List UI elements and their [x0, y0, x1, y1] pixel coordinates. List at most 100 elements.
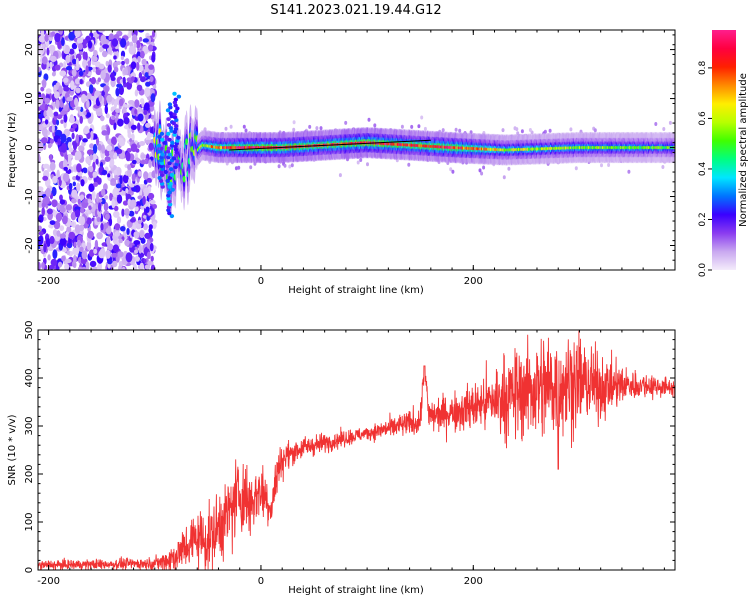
spectrogram-y-axis: -20 -10 0 10 20 [24, 34, 675, 271]
heatmap-cell [88, 249, 95, 257]
heatmap-cell [158, 158, 164, 163]
heatmap-cell [138, 72, 143, 79]
heatmap-cell [224, 126, 228, 131]
heatmap-cell [319, 126, 323, 131]
heatmap-cell [89, 143, 95, 149]
heatmap-cell [111, 38, 119, 47]
heatmap-cell [105, 113, 110, 119]
heatmap-cell [78, 145, 85, 152]
heatmap-cell [74, 30, 81, 38]
heatmap-cell [113, 66, 119, 73]
heatmap-cell [65, 54, 71, 64]
heatmap-cell [124, 66, 128, 76]
heatmap-cell [90, 112, 94, 122]
heatmap-cell [92, 135, 98, 140]
spectrogram-y-tick-label: 20 [24, 43, 35, 56]
heatmap-cell [237, 165, 241, 170]
snr-y-tick-label: 500 [24, 320, 35, 339]
heatmap-cell [113, 122, 117, 131]
heatmap-cell [146, 251, 151, 260]
heatmap-cell [76, 37, 84, 44]
heatmap-cell [44, 33, 49, 42]
snr-y-tick-label: 400 [24, 368, 35, 387]
heatmap-cell [149, 199, 156, 205]
heatmap-cell [163, 170, 168, 174]
heatmap-cell [99, 46, 103, 53]
heatmap-cell [166, 196, 171, 201]
heatmap-cell [140, 50, 145, 59]
heatmap-cell [98, 30, 105, 33]
heatmap-cell [127, 167, 132, 178]
spectrogram-x-tick-label: -200 [37, 276, 60, 287]
heatmap-cell [71, 132, 75, 140]
heatmap-cell [169, 173, 175, 177]
heatmap-cell [68, 48, 75, 55]
heatmap-cell [125, 188, 129, 194]
heatmap-cell [113, 34, 120, 40]
heatmap-cell [229, 124, 233, 129]
heatmap-cell [41, 202, 46, 208]
snr-series-line [37, 330, 676, 571]
heatmap-cell [172, 91, 177, 96]
heatmap-cell [117, 118, 124, 127]
heatmap-cell [176, 94, 182, 99]
heatmap-cell [548, 128, 552, 133]
heatmap-cell [96, 177, 102, 185]
heatmap-cell [116, 83, 123, 88]
heatmap-cell [169, 214, 175, 219]
snr-x-tick-label: 200 [464, 576, 483, 587]
heatmap-cell [131, 159, 137, 165]
heatmap-cell [103, 222, 109, 229]
heatmap-cell [101, 188, 106, 197]
heatmap-cell [121, 104, 128, 109]
heatmap-cell [38, 196, 42, 204]
heatmap-cell [41, 78, 47, 89]
heatmap-cell [81, 141, 86, 147]
heatmap-cell [449, 167, 453, 172]
heatmap-cell [128, 30, 132, 36]
heatmap-cell [668, 120, 672, 125]
heatmap-cell [292, 127, 296, 132]
heatmap-cell [157, 143, 162, 148]
heatmap-cell [136, 40, 141, 49]
heatmap-cell [100, 197, 106, 205]
heatmap-cell [56, 114, 63, 120]
heatmap-cell [88, 84, 94, 94]
heatmap-cell [150, 93, 156, 103]
heatmap-cell [57, 261, 63, 268]
heatmap-cell [96, 192, 100, 203]
heatmap-cell [92, 143, 98, 154]
heatmap-cell [69, 128, 76, 132]
heatmap-cell [100, 223, 104, 231]
heatmap-cell [128, 210, 135, 217]
heatmap-cell [127, 164, 132, 171]
heatmap-cell [123, 117, 130, 125]
heatmap-cell [94, 239, 99, 250]
heatmap-cell [75, 209, 81, 218]
heatmap-cell [174, 153, 179, 158]
heatmap-cell [145, 122, 151, 128]
heatmap-cell [528, 128, 532, 132]
colorbar-tick-label: 0.6 [698, 111, 708, 126]
heatmap-cell [114, 231, 121, 237]
heatmap-cell [65, 104, 69, 112]
heatmap-cell [288, 164, 292, 169]
heatmap-cell [109, 192, 113, 201]
heatmap-cell [48, 224, 54, 229]
heatmap-cell [292, 120, 296, 125]
heatmap-cell [43, 110, 47, 117]
heatmap-cell [79, 194, 85, 200]
snr-x-axis: -200 0 200 [37, 330, 665, 587]
heatmap-cell [100, 115, 105, 122]
heatmap-cell [52, 175, 58, 184]
heatmap-cell [516, 131, 520, 136]
heatmap-cell [98, 202, 102, 212]
heatmap-cell [149, 242, 154, 252]
heatmap-cell [118, 264, 122, 270]
heatmap-cell [133, 186, 137, 192]
heatmap-cell [73, 241, 77, 248]
heatmap-cell [116, 216, 122, 224]
heatmap-cell [38, 118, 41, 124]
heatmap-cell [50, 55, 57, 63]
heatmap-cell [42, 175, 49, 181]
